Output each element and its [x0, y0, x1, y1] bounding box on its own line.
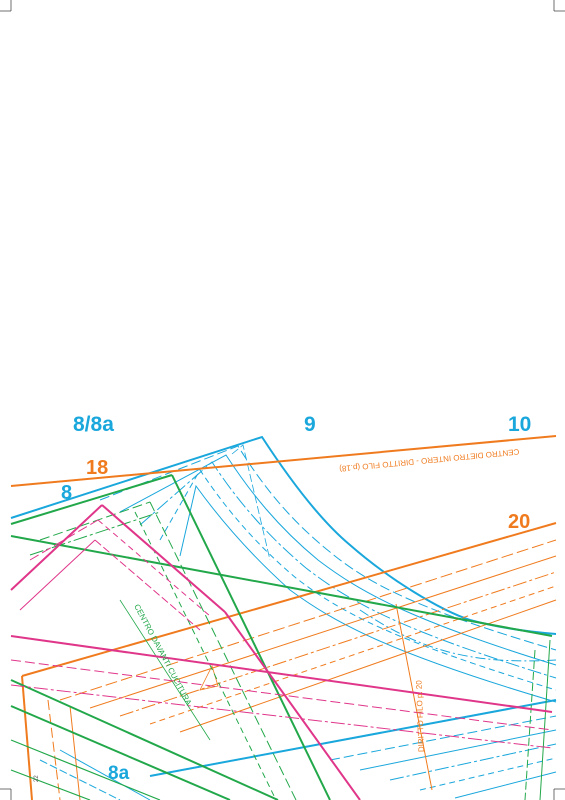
size-label-10: 10	[508, 413, 531, 436]
green-pattern-lines	[10, 474, 553, 800]
size-label-20: 20	[508, 511, 530, 533]
magenta-pattern-lines	[10, 504, 553, 800]
size-label-9: 9	[304, 413, 316, 436]
size-label-8a: 8a	[108, 763, 130, 784]
size-labels: 8/8a 9 10 18 8 20 8a	[61, 413, 531, 784]
margin-number: 22	[34, 775, 40, 782]
size-label-8: 8	[61, 482, 72, 504]
back-center-note: CENTRO DIETRO INTERO - DIRITTO FILO (p.1…	[339, 447, 520, 473]
orange-pattern-lines	[10, 435, 557, 800]
cyan-pattern-lines	[10, 435, 557, 800]
size-label-8-8a: 8/8a	[73, 413, 114, 436]
size-label-18: 18	[86, 457, 108, 479]
grainline-20-note: DIRITTO FILO p. 20	[414, 680, 426, 753]
